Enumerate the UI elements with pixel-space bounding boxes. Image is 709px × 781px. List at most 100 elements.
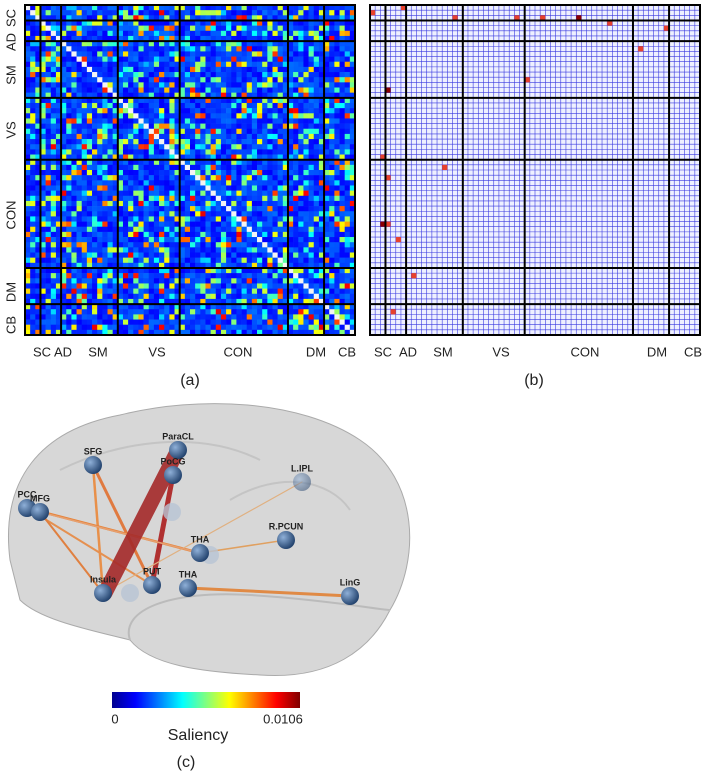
matrix-cell xyxy=(221,103,226,108)
matrix-cell xyxy=(216,283,221,288)
matrix-cell xyxy=(293,82,298,87)
matrix-cell xyxy=(195,113,200,118)
matrix-cell xyxy=(205,222,210,227)
matrix-cell xyxy=(309,67,314,72)
matrix-cell xyxy=(262,165,267,170)
matrix-cell xyxy=(340,46,345,51)
matrix-cell xyxy=(205,180,210,185)
matrix-cell xyxy=(30,118,35,123)
node xyxy=(31,503,49,521)
matrix-cell xyxy=(51,289,56,294)
matrix-cell xyxy=(46,134,51,139)
matrix-cell xyxy=(309,227,314,232)
matrix-cell xyxy=(82,253,87,258)
matrix-cell xyxy=(298,46,303,51)
matrix-cell xyxy=(190,77,195,82)
matrix-cell xyxy=(236,170,241,175)
matrix-cell xyxy=(205,88,210,93)
matrix-cell xyxy=(236,118,241,123)
matrix-cell xyxy=(77,247,82,252)
matrix-cell xyxy=(298,103,303,108)
matrix-cell xyxy=(164,149,169,154)
matrix-cell xyxy=(108,320,113,325)
matrix-cell xyxy=(226,124,231,129)
matrix-cell xyxy=(216,206,221,211)
matrix-cell xyxy=(154,170,159,175)
matrix-cell xyxy=(66,227,71,232)
matrix-cell xyxy=(185,118,190,123)
matrix-cell xyxy=(278,103,283,108)
matrix-cell xyxy=(231,124,236,129)
matrix-cell xyxy=(30,46,35,51)
matrix-cell xyxy=(77,273,82,278)
matrix-cell xyxy=(216,51,221,56)
matrix-cell xyxy=(262,294,267,299)
matrix-cell xyxy=(128,258,133,263)
matrix-cell xyxy=(195,201,200,206)
matrix-cell xyxy=(247,175,252,180)
matrix-cell xyxy=(82,77,87,82)
matrix-cell xyxy=(236,149,241,154)
matrix-cell xyxy=(77,175,82,180)
matrix-cell xyxy=(226,108,231,113)
matrix-cell xyxy=(278,211,283,216)
matrix-cell xyxy=(144,258,149,263)
matrix-cell xyxy=(138,294,143,299)
matrix-cell xyxy=(314,294,319,299)
matrix-cell xyxy=(303,10,308,15)
matrix-cell xyxy=(252,134,257,139)
matrix-cell xyxy=(216,46,221,51)
matrix-cell xyxy=(205,325,210,330)
matrix-cell xyxy=(298,325,303,330)
matrix-cell xyxy=(340,258,345,263)
matrix-cell xyxy=(278,247,283,252)
matrix-cell xyxy=(87,57,92,62)
matrix-cell xyxy=(309,309,314,314)
matrix-cell xyxy=(51,134,56,139)
matrix-cell xyxy=(66,77,71,82)
matrix-cell xyxy=(334,242,339,247)
matrix-cell xyxy=(200,124,205,129)
matrix-cell xyxy=(298,289,303,294)
matrix-cell xyxy=(247,113,252,118)
matrix-cell xyxy=(30,320,35,325)
matrix-cell xyxy=(154,283,159,288)
matrix-cell xyxy=(128,51,133,56)
matrix-cell xyxy=(164,82,169,87)
matrix-cell xyxy=(221,149,226,154)
matrix-cell xyxy=(87,289,92,294)
matrix-cell xyxy=(133,46,138,51)
matrix-cell xyxy=(154,247,159,252)
matrix-cell xyxy=(138,62,143,67)
matrix-cell xyxy=(92,118,97,123)
matrix-cell xyxy=(252,191,257,196)
matrix-cell xyxy=(257,103,262,108)
matrix-cell xyxy=(247,31,252,36)
matrix-cell xyxy=(46,247,51,252)
matrix-cell xyxy=(133,237,138,242)
matrix-cell xyxy=(262,175,267,180)
matrix-cell xyxy=(293,124,298,129)
matrix-cell xyxy=(242,129,247,134)
matrix-cell xyxy=(97,278,102,283)
matrix-cell xyxy=(226,82,231,87)
matrix-cell xyxy=(82,242,87,247)
matrix-cell xyxy=(128,211,133,216)
matrix-cell xyxy=(185,278,190,283)
matrix-cell xyxy=(205,216,210,221)
matrix-cell xyxy=(200,139,205,144)
matrix-cell xyxy=(102,108,107,113)
matrix-cell xyxy=(77,253,82,258)
matrix-cell xyxy=(149,216,154,221)
matrix-cell xyxy=(30,325,35,330)
matrix-cell xyxy=(221,180,226,185)
matrix-cell xyxy=(205,57,210,62)
matrix-cell xyxy=(138,278,143,283)
matrix-cell xyxy=(231,237,236,242)
matrix-cell xyxy=(221,31,226,36)
matrix-cell xyxy=(200,31,205,36)
matrix-cell xyxy=(267,185,272,190)
matrix-cell xyxy=(200,289,205,294)
matrix-cell xyxy=(334,118,339,123)
